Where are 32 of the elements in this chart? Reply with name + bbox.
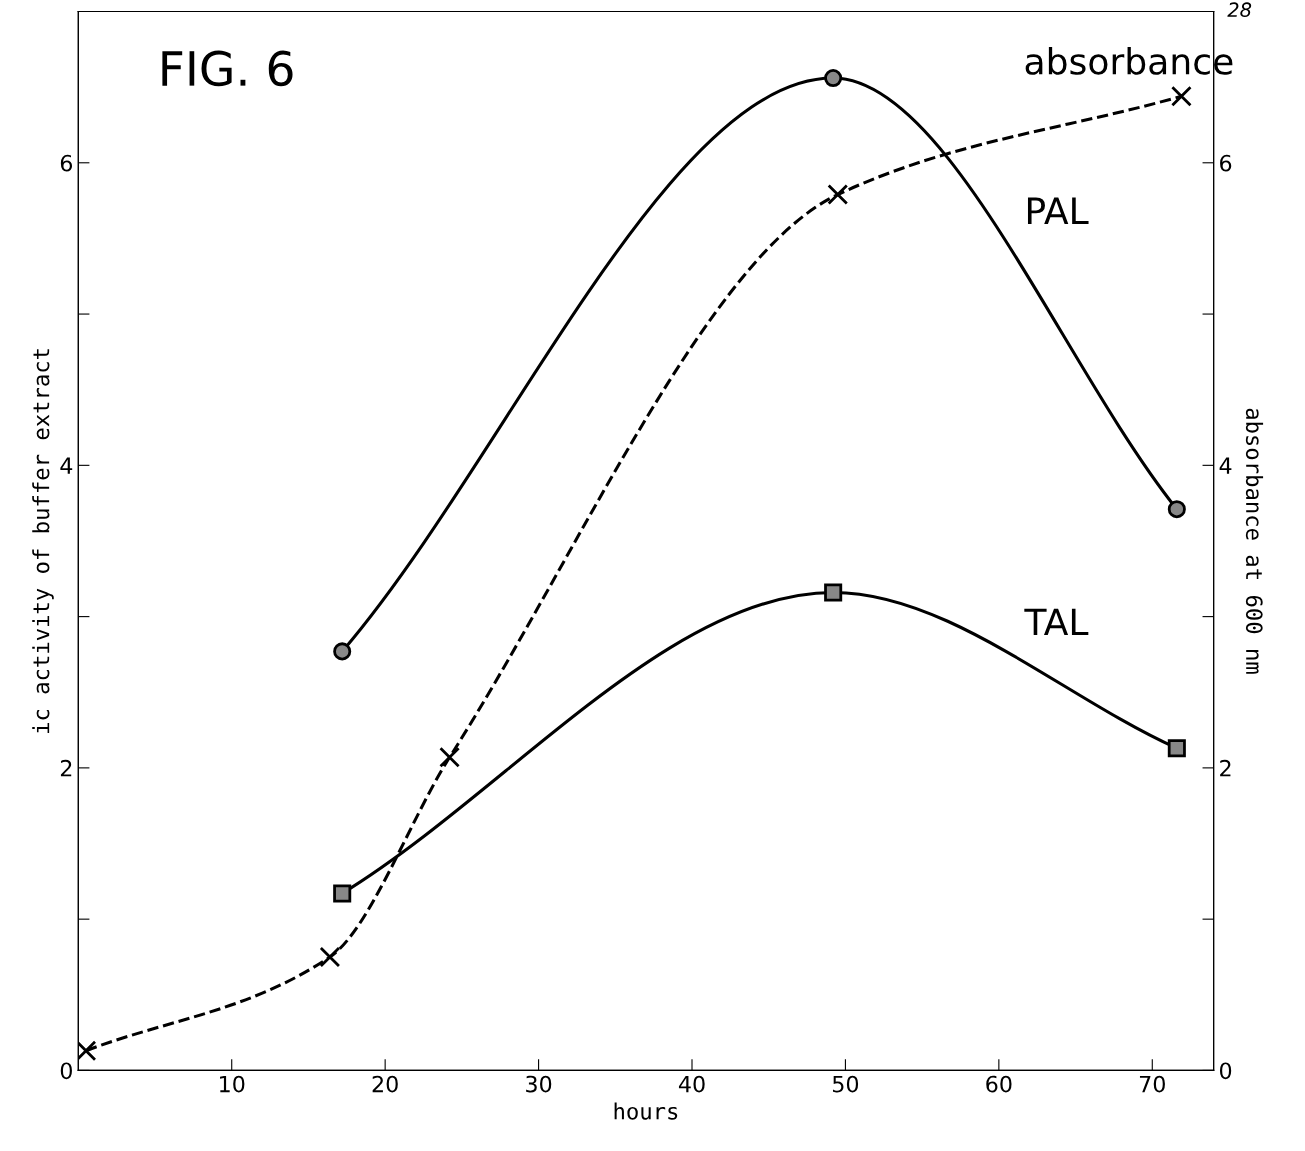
x-tick-label: 60 [986, 1075, 1012, 1093]
text: 28 [1227, 2, 1252, 18]
point [1167, 500, 1186, 519]
x-tick-label: 30 [526, 1075, 552, 1093]
point [333, 642, 352, 661]
y2-tick-label: 0 [1219, 1062, 1232, 1080]
x-axis-title: hours [614, 1102, 678, 1120]
y-tick-label: 0 [60, 1062, 72, 1080]
point [824, 69, 843, 88]
series-label: TAL [1024, 608, 1089, 635]
point [1171, 85, 1192, 107]
x-tick-label: 40 [678, 1075, 705, 1093]
point [1167, 739, 1186, 758]
x-tick-label: 20 [372, 1075, 398, 1093]
y-axis-title: ic activity of buffer extract [32, 349, 54, 734]
annotation: FIG. 6 [162, 50, 293, 87]
y-tick-label: 2 [60, 759, 72, 777]
y-tick-label: 6 [60, 154, 73, 172]
point [333, 884, 352, 903]
x-tick-label: 10 [220, 1075, 245, 1093]
y2-axis-title: absorbance at 600 nm [1245, 408, 1264, 674]
y2-tick-label: 6 [1220, 154, 1232, 172]
y2-tick-label: 4 [1219, 457, 1232, 474]
point [319, 946, 341, 968]
point [827, 184, 849, 205]
y-tick-label: 4 [60, 457, 73, 474]
y2-tick-label: 2 [1220, 759, 1231, 777]
point [824, 583, 843, 602]
series-label: PAL [1027, 197, 1089, 224]
x-tick-label: 50 [833, 1075, 859, 1093]
point [439, 746, 461, 768]
x-tick-label: 70 [1139, 1075, 1165, 1093]
